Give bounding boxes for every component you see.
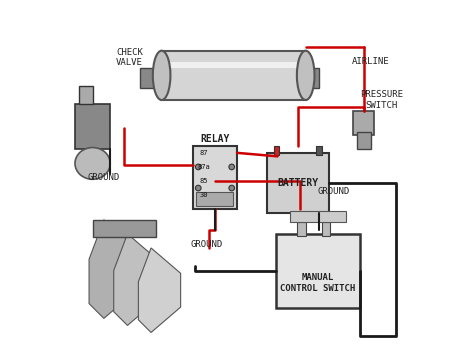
Polygon shape: [114, 234, 160, 326]
Circle shape: [229, 164, 235, 170]
Text: GROUND: GROUND: [191, 240, 223, 249]
Ellipse shape: [297, 51, 314, 100]
Circle shape: [195, 185, 201, 191]
FancyBboxPatch shape: [357, 132, 371, 149]
FancyBboxPatch shape: [163, 62, 304, 68]
Text: AIRLINE: AIRLINE: [352, 57, 390, 66]
Polygon shape: [89, 220, 138, 318]
FancyBboxPatch shape: [197, 192, 234, 206]
Text: 30: 30: [200, 192, 209, 198]
Text: GROUND: GROUND: [318, 187, 350, 196]
Text: CHECK
VALVE: CHECK VALVE: [116, 48, 143, 67]
FancyBboxPatch shape: [79, 86, 92, 104]
Circle shape: [195, 164, 201, 170]
FancyBboxPatch shape: [267, 153, 328, 213]
Polygon shape: [138, 248, 181, 333]
FancyBboxPatch shape: [305, 68, 319, 88]
FancyBboxPatch shape: [193, 146, 237, 209]
Text: PRESSURE
SWITCH: PRESSURE SWITCH: [360, 90, 403, 110]
FancyBboxPatch shape: [140, 68, 154, 88]
FancyBboxPatch shape: [297, 222, 306, 236]
Ellipse shape: [153, 51, 171, 100]
Text: MANUAL
CONTROL SWITCH: MANUAL CONTROL SWITCH: [281, 273, 356, 293]
FancyBboxPatch shape: [276, 234, 360, 308]
Text: GROUND: GROUND: [87, 173, 119, 182]
Circle shape: [229, 185, 235, 191]
FancyBboxPatch shape: [321, 222, 330, 236]
Text: BATTERY: BATTERY: [277, 178, 319, 188]
Ellipse shape: [75, 148, 110, 179]
FancyBboxPatch shape: [75, 104, 110, 149]
Text: 87a: 87a: [198, 164, 210, 170]
Text: 87: 87: [200, 150, 209, 156]
FancyBboxPatch shape: [316, 146, 321, 155]
Text: RELAY: RELAY: [201, 134, 230, 144]
FancyBboxPatch shape: [161, 51, 306, 100]
FancyBboxPatch shape: [92, 220, 156, 237]
FancyBboxPatch shape: [274, 146, 279, 155]
FancyBboxPatch shape: [290, 211, 346, 222]
FancyBboxPatch shape: [353, 110, 374, 135]
Text: 85: 85: [200, 178, 209, 184]
